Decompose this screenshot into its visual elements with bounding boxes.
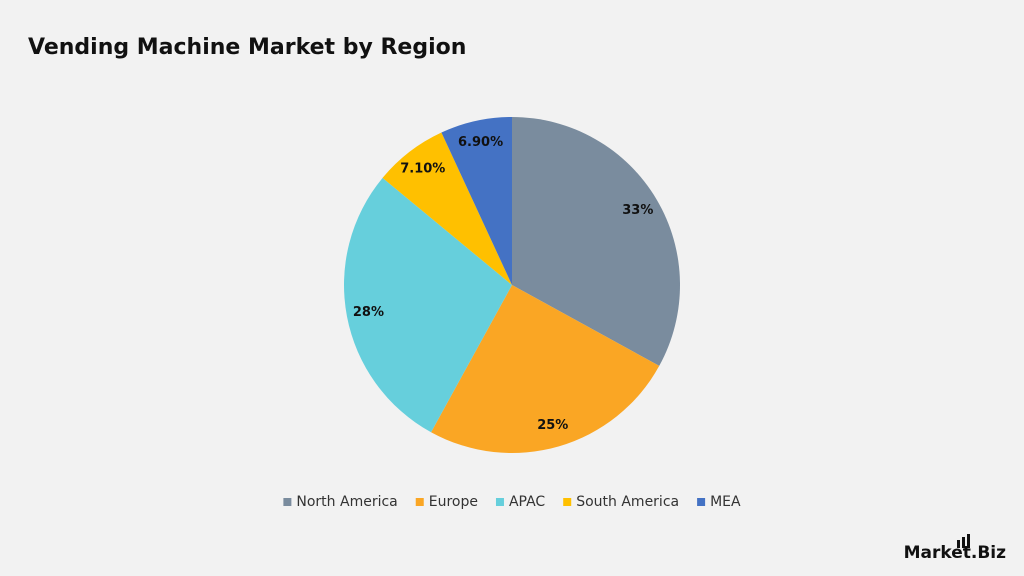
legend-swatch bbox=[283, 498, 292, 506]
legend-swatch bbox=[563, 498, 572, 506]
data-label: 28% bbox=[353, 305, 384, 320]
data-label: 7.10% bbox=[400, 162, 445, 177]
logo-bar bbox=[967, 534, 970, 548]
legend-swatch bbox=[415, 498, 424, 506]
logo-bar bbox=[957, 540, 960, 548]
pie-slice bbox=[343, 177, 512, 433]
data-label: 33% bbox=[622, 203, 653, 218]
legend-label: South America bbox=[576, 494, 679, 510]
logo-bar bbox=[962, 537, 965, 548]
legend-swatch bbox=[495, 498, 504, 506]
pie-slice bbox=[441, 117, 512, 285]
legend-label: North America bbox=[296, 494, 397, 510]
legend-label: APAC bbox=[509, 494, 545, 510]
chart-title: Vending Machine Market by Region bbox=[28, 35, 466, 60]
pie-slice bbox=[382, 132, 512, 285]
brand-name: Market.Biz bbox=[904, 543, 1007, 563]
legend-swatch bbox=[697, 498, 706, 506]
pie-slice bbox=[512, 117, 681, 366]
data-label: 6.90% bbox=[458, 135, 503, 150]
legend-label: MEA bbox=[710, 494, 741, 510]
legend-label: Europe bbox=[429, 494, 478, 510]
pie-slice bbox=[431, 285, 660, 453]
data-label: 25% bbox=[537, 418, 568, 433]
legend: North America Europe APAC South America MEA bbox=[283, 494, 741, 510]
brand-logo: Market.Biz bbox=[904, 534, 1007, 563]
